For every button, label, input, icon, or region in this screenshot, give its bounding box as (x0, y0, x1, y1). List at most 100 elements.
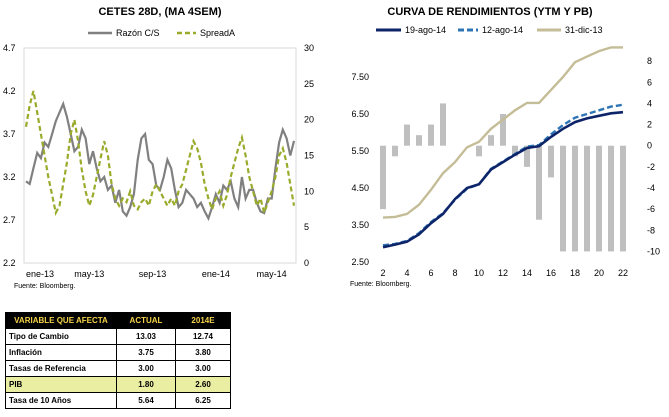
left-tick-label: 5.50 (351, 146, 369, 156)
row-label: PIB (5, 376, 117, 393)
legend-19-ago-label: 19-ago-14 (405, 25, 446, 35)
legend-razon-label: Razón C/S (116, 28, 160, 38)
left-tick-label: 4.2 (3, 86, 16, 96)
table-row: Tipo de Cambio 13.03 12.74 (5, 328, 231, 345)
table-header-row: VARIABLE QUE AFECTA ACTUAL 2014E (5, 312, 231, 329)
pb-bar (440, 103, 446, 146)
row-actual: 3.00 (116, 360, 176, 377)
right-tick-label: -8 (647, 225, 655, 235)
row-label: Inflación (5, 344, 117, 361)
spread-line (24, 90, 296, 217)
x-tick-label: 10 (474, 268, 484, 278)
right-tick-label: 25 (304, 79, 314, 89)
plot-area (23, 47, 297, 264)
left-tick-label: 6.50 (351, 109, 369, 119)
row-actual: 1.80 (116, 376, 176, 393)
left-tick-label: 3.7 (3, 129, 16, 139)
right-tick-label: -2 (647, 162, 655, 172)
x-tick-label: 4 (404, 268, 409, 278)
pb-bar (548, 145, 554, 178)
left-tick-label: 2.2 (3, 258, 16, 268)
chart1-source: Fuente: Bloomberg. (14, 283, 76, 290)
x-tick-label: may-14 (257, 269, 287, 279)
yield-curve-chart: 7.506.505.504.503.502.5086420-2-4-6-8-10… (351, 25, 660, 278)
curve-31-dic-13-line (382, 46, 623, 219)
x-tick-label: 22 (618, 268, 628, 278)
right-tick-label: 0 (647, 141, 652, 151)
right-tick-label: 15 (304, 151, 314, 161)
pb-bar (416, 135, 422, 146)
curve-12-ago-14-line (382, 103, 624, 247)
chart2-source: Fuente: Bloomberg. (350, 281, 412, 288)
right-tick-label: 6 (647, 77, 652, 87)
row-actual: 13.03 (116, 328, 176, 345)
chart1-title: CETES 28D, (MA 4SEM) (98, 6, 222, 18)
right-tick-label: 30 (304, 43, 314, 53)
table-row-highlight: PIB 1.80 2.60 (5, 376, 231, 393)
left-tick-label: 3.50 (351, 220, 369, 230)
row-label: Tipo de Cambio (5, 328, 117, 345)
razon-line (25, 100, 296, 222)
x-tick-label: sep-13 (139, 269, 167, 279)
pb-bar (608, 145, 614, 252)
legend-spread-label: SpreadA (200, 28, 235, 38)
row-actual: 5.64 (116, 392, 176, 409)
pb-bar (560, 145, 566, 252)
left-tick-label: 3.2 (3, 172, 16, 182)
right-tick-label: 0 (304, 258, 309, 268)
header-actual: ACTUAL (116, 312, 176, 329)
right-tick-label: -4 (647, 183, 655, 193)
x-tick-label: 20 (594, 268, 604, 278)
header-variable: VARIABLE QUE AFECTA (5, 312, 117, 329)
pb-bar (500, 114, 506, 146)
x-tick-label: 2 (380, 268, 385, 278)
left-tick-label: 2.50 (351, 257, 369, 267)
row-2014e: 3.80 (175, 344, 231, 361)
x-tick-label: 18 (570, 268, 580, 278)
chart2-title: CURVA DE RENDIMIENTOS (YTM Y PB) (387, 6, 593, 18)
pb-bar (620, 145, 626, 252)
pb-bar (524, 145, 530, 167)
table-row: Tasas de Referencia 3.00 3.00 (5, 360, 231, 377)
pb-bar (392, 145, 398, 157)
x-tick-label: 12 (498, 268, 508, 278)
cetes-chart: 4.7 4.2 3.7 3.2 2.7 2.2 30 25 20 15 10 5 0 ene-13 may-… (3, 28, 314, 279)
x-tick-label: 6 (428, 268, 433, 278)
variables-table: VARIABLE QUE AFECTA ACTUAL 2014E Tipo de… (5, 312, 231, 409)
left-tick-label: 2.7 (3, 215, 16, 225)
right-tick-label: 20 (304, 115, 314, 125)
table-row: Tasa de 10 Años 5.64 6.25 (5, 392, 231, 409)
row-2014e: 12.74 (175, 328, 231, 345)
x-tick-label: 8 (452, 268, 457, 278)
right-tick-label: 5 (304, 222, 309, 232)
legend-12-ago-label: 12-ago-14 (482, 25, 523, 35)
pb-bar (404, 124, 410, 146)
left-tick-label: 7.50 (351, 72, 369, 82)
right-tick-label: -6 (647, 204, 655, 214)
right-tick-label: 4 (647, 98, 652, 108)
row-actual: 3.75 (116, 344, 176, 361)
x-tick-label: ene-14 (202, 269, 230, 279)
pb-bar (380, 145, 386, 210)
pb-bar (596, 145, 602, 252)
pb-bar (488, 135, 494, 146)
right-tick-label: 2 (647, 120, 652, 130)
right-tick-label: 10 (304, 186, 314, 196)
right-tick-label: 8 (647, 56, 652, 66)
legend-31-dic-label: 31-dic-13 (565, 25, 603, 35)
x-tick-label: may-13 (74, 269, 104, 279)
header-2014e: 2014E (175, 312, 231, 329)
row-label: Tasas de Referencia (5, 360, 117, 377)
x-tick-label: 14 (522, 268, 532, 278)
row-label: Tasa de 10 Años (5, 392, 117, 409)
left-tick-label: 4.50 (351, 183, 369, 193)
pb-bar (428, 124, 434, 146)
x-tick-label: 16 (546, 268, 556, 278)
pb-bar (536, 145, 542, 220)
x-tick-label: ene-13 (26, 269, 54, 279)
right-tick-label: -10 (647, 246, 660, 256)
pb-bar (476, 145, 482, 157)
pb-bar (512, 145, 518, 157)
row-2014e: 6.25 (175, 392, 231, 409)
row-2014e: 2.60 (175, 376, 231, 393)
